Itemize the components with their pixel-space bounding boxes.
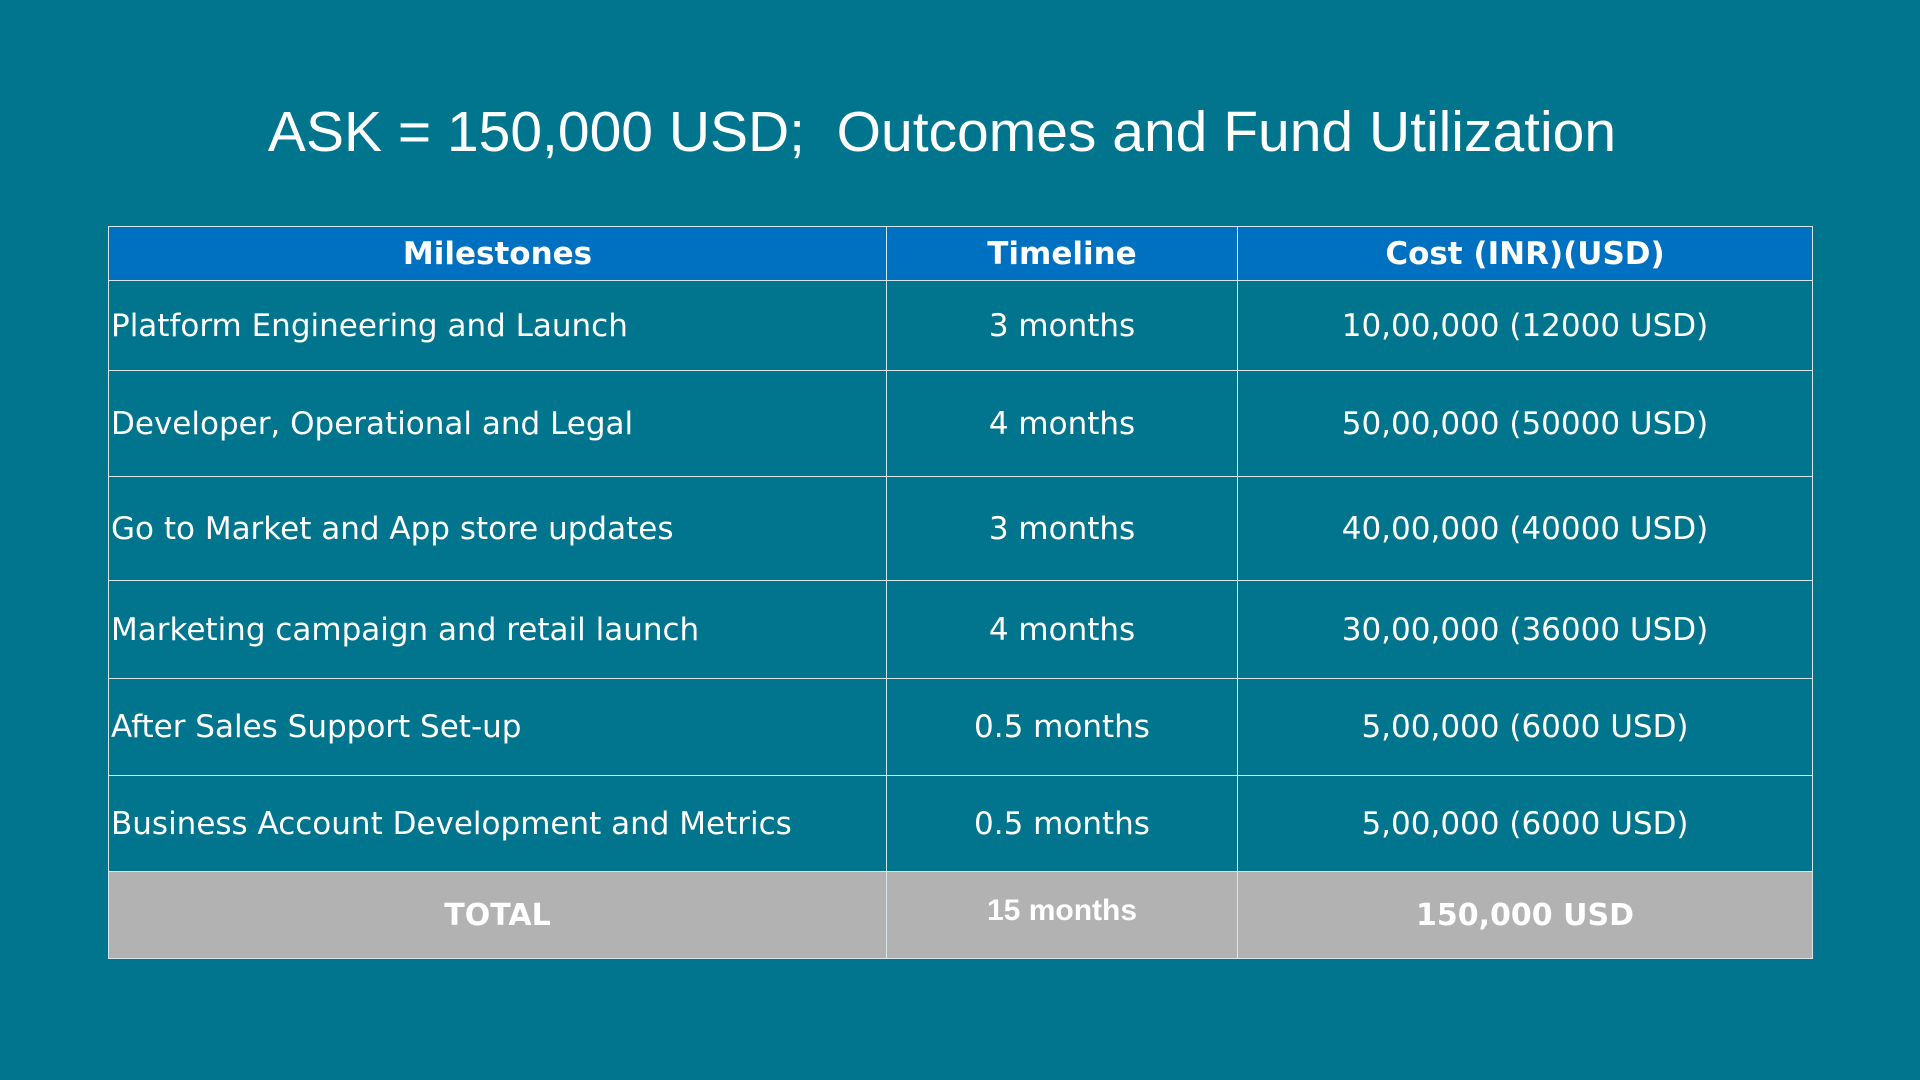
slide-title: ASK = 150,000 USD; Outcomes and Fund Uti… xyxy=(267,100,1617,164)
header-cost: Cost (INR)(USD) xyxy=(1237,226,1813,281)
cost-cell: 40,00,000 (40000 USD) xyxy=(1237,476,1813,581)
milestone-cell: Marketing campaign and retail launch xyxy=(108,580,887,679)
milestone-cell: Business Account Development and Metrics xyxy=(108,775,887,872)
timeline-cell: 4 months xyxy=(886,580,1238,679)
table-row: Business Account Development and Metrics… xyxy=(108,775,1813,872)
cost-cell: 10,00,000 (12000 USD) xyxy=(1237,280,1813,371)
table-row: Marketing campaign and retail launch 4 m… xyxy=(108,580,1813,679)
milestone-cell: After Sales Support Set-up xyxy=(108,678,887,776)
header-timeline: Timeline xyxy=(886,226,1238,281)
timeline-cell: 4 months xyxy=(886,370,1238,477)
cost-cell: 30,00,000 (36000 USD) xyxy=(1237,580,1813,679)
total-cost: 150,000 USD xyxy=(1237,871,1813,959)
milestone-cell: Go to Market and App store updates xyxy=(108,476,887,581)
milestone-cell: Developer, Operational and Legal xyxy=(108,370,887,477)
timeline-cell: 0.5 months xyxy=(886,775,1238,872)
timeline-cell: 0.5 months xyxy=(886,678,1238,776)
milestone-cell: Platform Engineering and Launch xyxy=(108,280,887,371)
cost-cell: 50,00,000 (50000 USD) xyxy=(1237,370,1813,477)
timeline-cell: 3 months xyxy=(886,476,1238,581)
header-milestones: Milestones xyxy=(108,226,887,281)
table-row: After Sales Support Set-up 0.5 months 5,… xyxy=(108,678,1813,776)
timeline-cell: 3 months xyxy=(886,280,1238,371)
cost-cell: 5,00,000 (6000 USD) xyxy=(1237,678,1813,776)
table-row: Developer, Operational and Legal 4 month… xyxy=(108,370,1813,477)
milestones-table: Milestones Timeline Cost (INR)(USD) Plat… xyxy=(108,226,1813,959)
cost-cell: 5,00,000 (6000 USD) xyxy=(1237,775,1813,872)
table-row: Go to Market and App store updates 3 mon… xyxy=(108,476,1813,581)
total-row: TOTAL 15 months 150,000 USD xyxy=(108,871,1813,959)
table-row: Platform Engineering and Launch 3 months… xyxy=(108,280,1813,371)
total-timeline: 15 months xyxy=(886,871,1238,959)
table-header-row: Milestones Timeline Cost (INR)(USD) xyxy=(108,226,1813,281)
total-label: TOTAL xyxy=(108,871,887,959)
